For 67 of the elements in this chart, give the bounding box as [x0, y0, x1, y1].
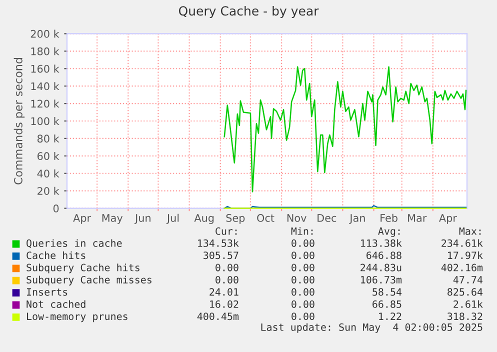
text: 0.00	[292, 276, 314, 284]
text: 0.00	[292, 264, 314, 272]
text: Max:	[459, 227, 481, 235]
text: 58.54	[372, 288, 402, 296]
text: 318.32	[448, 312, 482, 320]
x-tick-label: Aug	[194, 214, 214, 224]
text: 1.22	[379, 312, 402, 320]
text: 2.61k	[454, 300, 483, 308]
text: 113.38k	[361, 239, 402, 247]
legend-label: Queries in cache	[26, 239, 122, 248]
x-tick-label: Apr	[439, 214, 457, 224]
text: Avg:	[378, 227, 400, 237]
y-tick-label: 80 k	[37, 134, 60, 143]
text: 0.00	[216, 264, 238, 272]
y-tick-label: 140 k	[31, 82, 60, 90]
y-tick-label: 60 k	[37, 152, 60, 160]
text: 47.74	[453, 276, 483, 284]
line-series	[224, 66, 467, 192]
text: 24.01	[210, 288, 238, 296]
text: 305.57	[204, 252, 238, 260]
text: 17.97k	[448, 251, 483, 260]
text: 234.61k	[442, 239, 483, 247]
y-tick-label: 100 k	[31, 117, 60, 126]
x-tick-label: Dec	[318, 214, 336, 222]
x-tick-label: Apr	[73, 214, 92, 224]
text: 0.00	[292, 288, 314, 296]
x-tick-label: Mar	[408, 214, 427, 222]
x-tick-label: Oct	[257, 214, 274, 222]
x-tick-label: Jul	[166, 214, 179, 224]
text: 0.00	[292, 239, 314, 247]
text: 244.83u	[360, 264, 402, 272]
y-tick-label: 160 k	[31, 64, 60, 73]
text: 0.00	[216, 276, 238, 284]
text: 134.53k	[198, 239, 239, 247]
text: 16.02	[210, 300, 238, 308]
text: 0.00	[292, 312, 314, 320]
x-tick-label: May	[102, 214, 123, 224]
legend-label: Subquery Cache misses	[26, 276, 152, 286]
x-tick-label: Feb	[380, 214, 398, 222]
y-tick-label: 0	[53, 204, 59, 212]
text: 402.16m	[441, 264, 483, 272]
y-tick-label: 200 k	[30, 30, 60, 38]
x-tick-label: Jun	[134, 214, 150, 224]
legend-label: Cache hits	[26, 251, 86, 260]
legend-label: Not cached	[26, 300, 86, 308]
text: 106.73m	[361, 276, 402, 284]
x-tick-label: Jan	[349, 214, 365, 224]
chart-title: Query Cache - by year	[178, 6, 319, 18]
text: 0.00	[292, 300, 314, 308]
y-tick-label: 40 k	[37, 169, 60, 178]
text: 646.88	[366, 252, 402, 260]
y-axis-title: Commands per second	[14, 58, 25, 184]
text: 400.45m	[197, 312, 239, 320]
text: Min:	[291, 227, 313, 235]
legend-label: Low-memory prunes	[27, 312, 128, 322]
x-tick-label: Nov	[287, 214, 306, 222]
text: Cur:	[216, 227, 237, 235]
x-tick-label: Sep	[226, 214, 245, 224]
text: 66.85	[372, 300, 402, 308]
legend-label: Subquery Cache hits	[26, 264, 140, 274]
y-tick-label: 20 k	[38, 186, 60, 195]
text: 0.00	[292, 252, 314, 260]
text: Last update: Sun May 4 02:00:05 2025	[261, 323, 482, 333]
y-tick-label: 120 k	[31, 100, 60, 108]
text: 825.64	[448, 288, 483, 296]
y-tick-label: 180 k	[31, 47, 60, 56]
legend-label: Inserts	[26, 288, 68, 296]
